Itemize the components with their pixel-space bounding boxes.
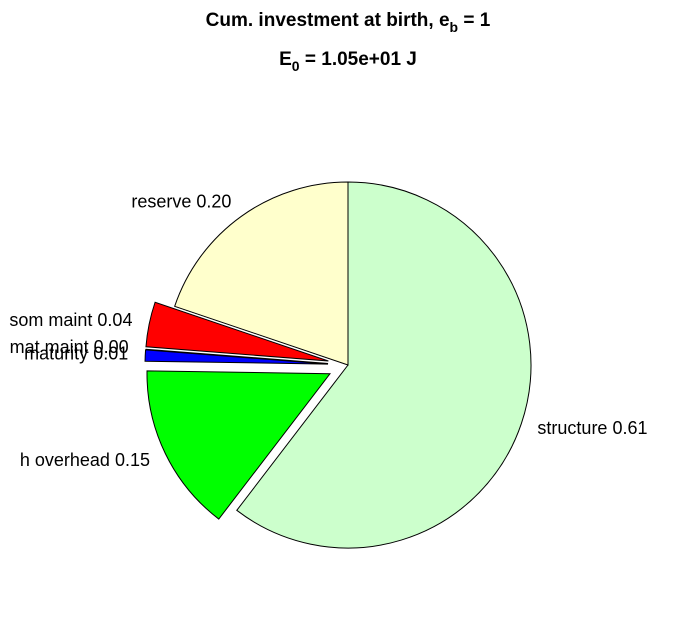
slice-value: 0.61	[612, 418, 647, 438]
subtitle-sub: 0	[292, 58, 300, 74]
pie-slice	[145, 301, 329, 362]
subtitle-tail: = 1.05e+01 J	[300, 49, 417, 70]
pie-slice	[144, 349, 329, 365]
slice-label: structure 0.61	[537, 418, 647, 438]
slice-name: reserve	[131, 191, 191, 211]
slice-name: som maint	[9, 310, 92, 330]
slice-label: mat maint 0.00	[10, 337, 129, 357]
slice-name: structure	[537, 418, 607, 438]
slice-label: maturity 0.01	[24, 343, 128, 363]
slice-value: 0.04	[97, 310, 132, 330]
slice-value: 0.15	[115, 450, 150, 470]
title-sub: b	[450, 19, 459, 35]
slice-value: 0.01	[93, 343, 128, 363]
slice-name: mat maint	[10, 337, 89, 357]
title-tail: = 1	[458, 10, 491, 31]
subtitle-main: E	[279, 49, 292, 70]
slice-label: h overhead 0.15	[20, 450, 150, 470]
pie-slice	[236, 181, 532, 549]
slice-name: maturity	[24, 343, 88, 363]
slice-value: 0.20	[196, 191, 231, 211]
slice-label: reserve 0.20	[131, 191, 231, 211]
slice-label: som maint 0.04	[9, 310, 132, 330]
slice-name: h overhead	[20, 450, 110, 470]
chart-title: Cum. investment at birth, eb = 1	[206, 10, 491, 35]
slice-value: 0.00	[94, 337, 129, 357]
chart-subtitle: E0 = 1.05e+01 J	[279, 49, 417, 74]
title-main: Cum. investment at birth, e	[206, 10, 450, 31]
pie-slice	[174, 181, 349, 366]
pie-slice	[146, 370, 332, 520]
